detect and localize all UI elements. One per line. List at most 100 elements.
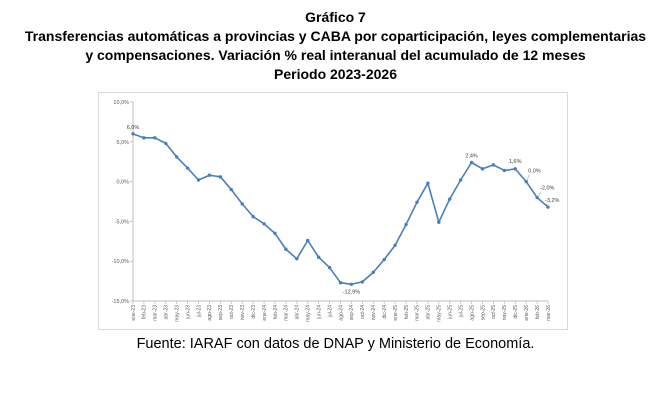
data-point bbox=[207, 173, 212, 177]
data-point bbox=[153, 136, 157, 140]
data-point bbox=[426, 181, 430, 185]
x-tick-label: may-23 bbox=[174, 305, 180, 322]
source-note: Fuente: IARAF con datos de DNAP y Minist… bbox=[136, 336, 535, 352]
data-point bbox=[316, 255, 321, 259]
data-point bbox=[458, 178, 463, 182]
data-label-leader bbox=[526, 174, 530, 181]
data-point bbox=[535, 195, 539, 200]
x-tick-label: ago-24 bbox=[338, 305, 344, 321]
data-point bbox=[349, 282, 354, 286]
y-tick-label: 10,0% bbox=[113, 100, 129, 106]
chart-title-block: Gráfico 7 Transferencias automáticas a p… bbox=[0, 8, 671, 84]
data-point bbox=[491, 163, 496, 167]
x-tick-label: jul-23 bbox=[196, 305, 202, 318]
x-tick-label: sep-23 bbox=[218, 305, 224, 321]
data-point bbox=[393, 243, 397, 247]
chart-title-line-3: Periodo 2023-2026 bbox=[274, 66, 397, 82]
x-tick-label: jun-24 bbox=[316, 305, 322, 320]
chart-frame bbox=[98, 92, 568, 330]
data-point bbox=[174, 155, 179, 159]
x-tick-label: mar-25 bbox=[415, 305, 421, 321]
data-label-leader bbox=[537, 191, 542, 197]
data-point bbox=[240, 202, 244, 206]
x-tick-label: nov-24 bbox=[371, 305, 377, 321]
data-point bbox=[131, 132, 135, 136]
x-tick-label: oct-25 bbox=[491, 305, 497, 319]
data-label: -2,0% bbox=[540, 186, 554, 192]
data-point bbox=[164, 141, 168, 146]
data-point bbox=[218, 175, 223, 179]
x-tick-label: jun-23 bbox=[185, 305, 191, 320]
x-tick-label: jul-25 bbox=[458, 305, 464, 318]
x-tick-label: jun-25 bbox=[448, 305, 454, 320]
data-point bbox=[415, 200, 419, 204]
data-point bbox=[229, 187, 233, 192]
data-point bbox=[295, 257, 299, 261]
data-label: 2,4% bbox=[465, 153, 478, 159]
data-point bbox=[185, 166, 190, 170]
x-tick-label: abr-23 bbox=[164, 305, 170, 320]
data-point bbox=[142, 136, 146, 140]
x-tick-label: jul-24 bbox=[327, 305, 333, 318]
data-label: -12,9% bbox=[343, 289, 361, 295]
data-point bbox=[251, 214, 255, 219]
x-tick-label: mar-24 bbox=[284, 305, 290, 321]
data-point bbox=[273, 231, 277, 236]
x-tick-label: ene-25 bbox=[393, 305, 399, 321]
series-layer bbox=[131, 132, 550, 286]
data-point bbox=[327, 265, 332, 270]
data-labels-layer: 6,0% -12,9% 2,4% 1,6% 0,0% -2,0% -3,2% bbox=[127, 125, 560, 295]
data-point bbox=[513, 167, 517, 171]
data-point bbox=[404, 222, 408, 227]
data-point bbox=[546, 205, 550, 209]
data-label: 1,6% bbox=[509, 159, 522, 165]
y-tick-label: -5,0% bbox=[115, 219, 129, 225]
data-point bbox=[360, 280, 365, 284]
data-point bbox=[371, 270, 375, 275]
x-tick-label: abr-24 bbox=[295, 305, 301, 320]
x-tick-label: mar-23 bbox=[153, 305, 159, 321]
x-tick-label: sep-24 bbox=[349, 305, 355, 321]
data-point bbox=[524, 179, 528, 184]
y-tick-label: -15,0% bbox=[112, 299, 130, 305]
data-point bbox=[448, 197, 452, 201]
line-chart: 10,0% 5,0% 0,0% -5,0% -10,0% -15,0% ene-23 feb… bbox=[98, 92, 568, 330]
x-tick-label: ene-24 bbox=[262, 305, 268, 321]
data-point bbox=[382, 257, 386, 262]
x-tick-label: abr-25 bbox=[426, 305, 432, 320]
data-point bbox=[437, 220, 441, 224]
data-point bbox=[196, 178, 201, 182]
x-tick-label: ago-23 bbox=[207, 305, 213, 321]
x-tick-label: dic-25 bbox=[513, 305, 519, 319]
data-label: 0,0% bbox=[528, 169, 541, 175]
x-tick-label: nov-25 bbox=[502, 305, 508, 321]
x-tick-label: mar-26 bbox=[546, 305, 552, 321]
figure-number: Gráfico 7 bbox=[305, 9, 366, 25]
data-label: 6,0% bbox=[127, 125, 140, 131]
data-point bbox=[262, 222, 266, 226]
data-point bbox=[338, 280, 343, 285]
x-tick-label: ene-26 bbox=[524, 305, 530, 321]
chart-title-line-1: Transferencias automáticas a provincias … bbox=[24, 28, 647, 44]
x-tick-label: feb-25 bbox=[404, 305, 410, 319]
x-axis: ene-23 feb-23 mar-23 abr-23 may-23 jun-23 jul-… bbox=[131, 300, 552, 322]
x-tick-label: nov-23 bbox=[240, 305, 246, 321]
x-tick-label: ene-23 bbox=[131, 305, 137, 321]
chart-title-line-2: y compensaciones. Variación % real inter… bbox=[85, 47, 586, 63]
x-tick-label: dic-24 bbox=[382, 305, 388, 319]
data-point bbox=[480, 167, 485, 171]
x-tick-label: may-24 bbox=[306, 305, 312, 322]
x-tick-label: feb-24 bbox=[273, 305, 279, 319]
x-tick-label: oct-23 bbox=[229, 305, 235, 319]
y-tick-label: 5,0% bbox=[116, 140, 129, 146]
x-tick-label: dic-23 bbox=[251, 305, 257, 319]
data-label-leader bbox=[545, 203, 550, 207]
data-label: -3,2% bbox=[545, 198, 559, 204]
x-tick-label: feb-26 bbox=[535, 305, 541, 319]
data-point bbox=[284, 247, 288, 251]
x-tick-label: ago-25 bbox=[469, 305, 475, 321]
x-tick-label: may-25 bbox=[437, 305, 443, 322]
x-tick-label: feb-23 bbox=[142, 305, 148, 319]
data-point bbox=[306, 238, 310, 243]
x-tick-label: oct-24 bbox=[360, 305, 366, 319]
